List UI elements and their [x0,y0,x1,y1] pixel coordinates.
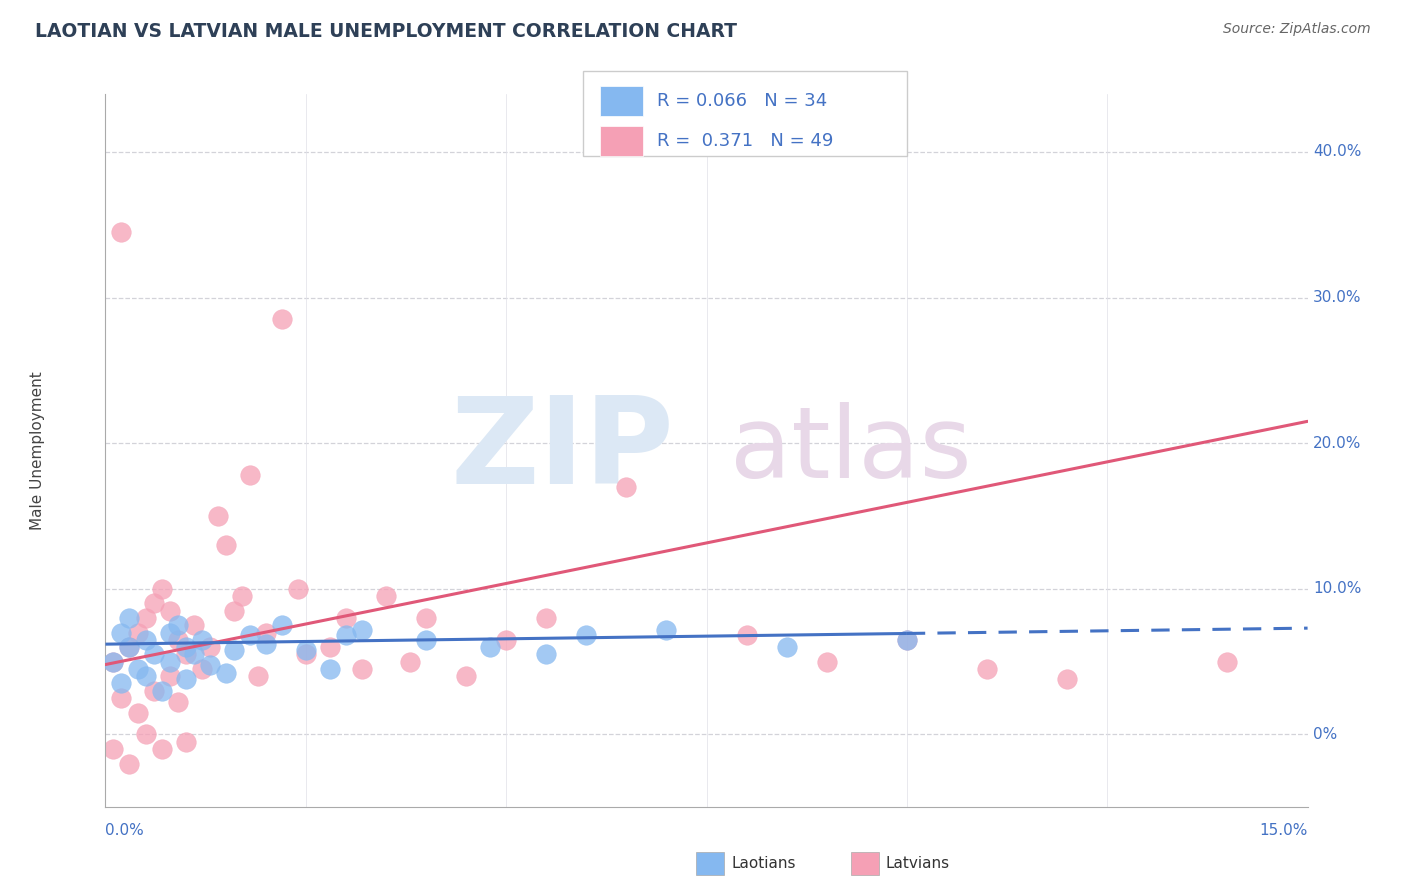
Text: 40.0%: 40.0% [1313,145,1361,160]
Text: 10.0%: 10.0% [1313,582,1361,597]
Point [166,695,188,709]
Point [166,618,188,632]
Point [103,742,125,756]
Text: 0.0%: 0.0% [105,823,145,838]
Point [118,640,141,654]
Point [415,611,437,625]
Point [135,669,157,683]
Point [174,648,197,662]
Text: R = 0.066   N = 34: R = 0.066 N = 34 [657,92,827,110]
Point [103,655,125,669]
Text: Latvians: Latvians [886,856,950,871]
Point [110,676,132,690]
Text: Source: ZipAtlas.com: Source: ZipAtlas.com [1223,22,1371,37]
Point [118,640,141,654]
Point [246,669,269,683]
Point [103,655,125,669]
Point [159,669,181,683]
Point [159,625,181,640]
Point [295,643,318,657]
Point [534,611,557,625]
Point [616,480,638,494]
Text: atlas: atlas [730,402,972,499]
Text: 30.0%: 30.0% [1313,290,1361,305]
Point [976,662,998,676]
Point [110,625,132,640]
Point [896,632,918,647]
Point [174,735,197,749]
Point [350,623,373,637]
Point [190,632,212,647]
Point [150,582,173,596]
Point [399,655,422,669]
Point [135,632,157,647]
Point [159,655,181,669]
Point [374,589,398,603]
Point [454,669,477,683]
Point [222,643,245,657]
Point [207,508,229,523]
Point [150,683,173,698]
Point [198,640,221,654]
Text: 20.0%: 20.0% [1313,435,1361,450]
Point [335,611,357,625]
Point [335,628,357,642]
Point [287,582,309,596]
Point [735,628,758,642]
Point [127,625,149,640]
Text: Laotians: Laotians [731,856,796,871]
Point [135,727,157,741]
Point [575,628,598,642]
Point [127,706,149,720]
Point [270,618,292,632]
Point [415,632,437,647]
Point [110,225,132,239]
Point [270,312,292,326]
Point [222,604,245,618]
Text: ZIP: ZIP [450,392,673,509]
Text: 15.0%: 15.0% [1260,823,1308,838]
Point [254,637,277,651]
Point [214,666,236,681]
Point [534,648,557,662]
Point [239,628,262,642]
Point [118,756,141,771]
Point [190,662,212,676]
Point [1056,672,1078,686]
Point [118,611,141,625]
Point [1216,655,1239,669]
Point [495,632,517,647]
Text: 0%: 0% [1313,727,1337,742]
Point [183,618,205,632]
Point [150,742,173,756]
Point [896,632,918,647]
Point [142,596,165,610]
Point [254,625,277,640]
Point [166,632,188,647]
Point [174,640,197,654]
Point [815,655,838,669]
Point [231,589,253,603]
Point [319,662,342,676]
Point [127,662,149,676]
Point [183,648,205,662]
Point [142,683,165,698]
Point [142,648,165,662]
Point [239,468,262,483]
Point [655,623,678,637]
Point [198,657,221,672]
Point [350,662,373,676]
Point [214,538,236,552]
Text: R =  0.371   N = 49: R = 0.371 N = 49 [657,132,832,150]
Point [174,672,197,686]
Point [110,691,132,706]
Point [159,604,181,618]
Point [295,648,318,662]
Point [776,640,799,654]
Text: Male Unemployment: Male Unemployment [31,371,45,530]
Text: LAOTIAN VS LATVIAN MALE UNEMPLOYMENT CORRELATION CHART: LAOTIAN VS LATVIAN MALE UNEMPLOYMENT COR… [35,22,737,41]
Point [135,611,157,625]
Point [319,640,342,654]
Point [479,640,502,654]
